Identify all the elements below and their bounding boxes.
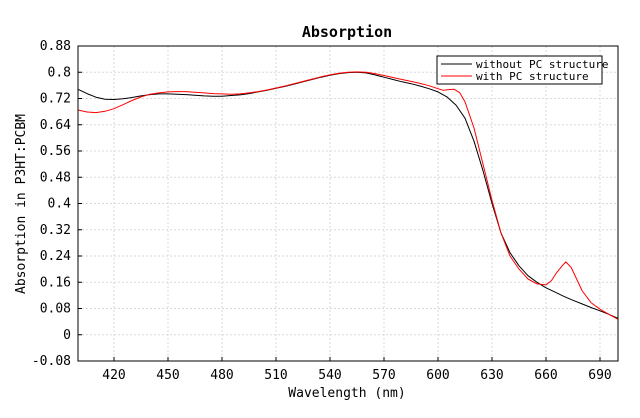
y-tick-label: 0.08 — [40, 302, 71, 317]
x-tick-label: 660 — [534, 368, 557, 383]
y-tick-label: 0.64 — [40, 118, 71, 133]
y-axis-label: Absorption in P3HT:PCBM — [14, 114, 29, 294]
y-tick-label: -0.08 — [32, 354, 71, 369]
y-tick-label: 0 — [63, 328, 71, 343]
legend: without PC structure with PC structure — [436, 55, 608, 85]
legend-label-with-pc: with PC structure — [476, 70, 589, 83]
y-tick-label: 0.72 — [40, 92, 71, 107]
legend-label-without-pc: without PC structure — [476, 58, 608, 71]
x-tick-label: 480 — [210, 368, 233, 383]
y-tick-label: 0.24 — [40, 249, 71, 264]
series-line-with-pc — [77, 71, 619, 320]
x-tick-label: 570 — [372, 368, 395, 383]
axis-ticks: 420 450 480 510 540 570 600 630 660 690 -0.08 0 0.08… — [32, 39, 612, 383]
x-tick-label: 630 — [480, 368, 503, 383]
x-tick-label: 510 — [264, 368, 287, 383]
legend-box — [436, 55, 603, 85]
plot-lines — [77, 71, 619, 320]
y-tick-label: 0.4 — [48, 197, 72, 212]
chart-title: Absorption — [302, 23, 392, 41]
series-line-without-pc — [77, 71, 619, 319]
y-tick-label: 0.88 — [40, 39, 71, 54]
x-tick-label: 420 — [102, 368, 125, 383]
x-tick-label: 600 — [426, 368, 449, 383]
y-tick-label: 0.16 — [40, 275, 71, 290]
y-tick-label: 0.8 — [48, 65, 71, 80]
x-tick-label: 690 — [588, 368, 611, 383]
x-axis-label: Wavelength (nm) — [288, 386, 405, 401]
x-tick-label: 450 — [156, 368, 179, 383]
x-tick-label: 540 — [318, 368, 341, 383]
y-tick-label: 0.48 — [40, 170, 71, 185]
y-tick-label: 0.32 — [40, 223, 71, 238]
y-tick-label: 0.56 — [40, 144, 71, 159]
